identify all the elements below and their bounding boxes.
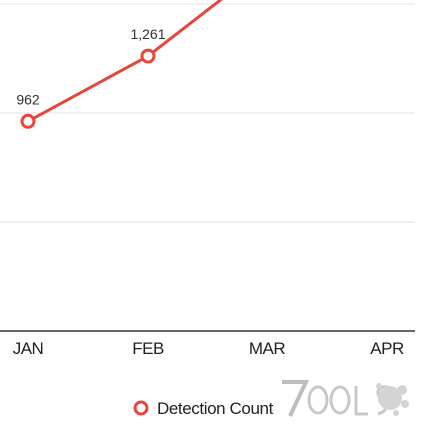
x-tick-label: JAN	[13, 339, 44, 358]
legend-label[interactable]: Detection Count	[157, 399, 274, 418]
x-tick-label: MAR	[249, 339, 286, 358]
data-label: 962	[16, 91, 40, 107]
splash-watermark-icon	[282, 380, 409, 417]
legend[interactable]: Detection Count	[133, 399, 274, 418]
x-axis-ticks: JAN FEB MAR APR	[13, 339, 405, 358]
x-tick-label: APR	[370, 339, 404, 358]
series-line	[27, 0, 223, 123]
data-point[interactable]	[140, 48, 156, 64]
x-tick-label: FEB	[132, 339, 164, 358]
data-label: 1,261	[130, 26, 165, 42]
grid	[0, 3, 415, 223]
legend-marker[interactable]	[133, 400, 149, 416]
data-point[interactable]	[20, 113, 36, 129]
